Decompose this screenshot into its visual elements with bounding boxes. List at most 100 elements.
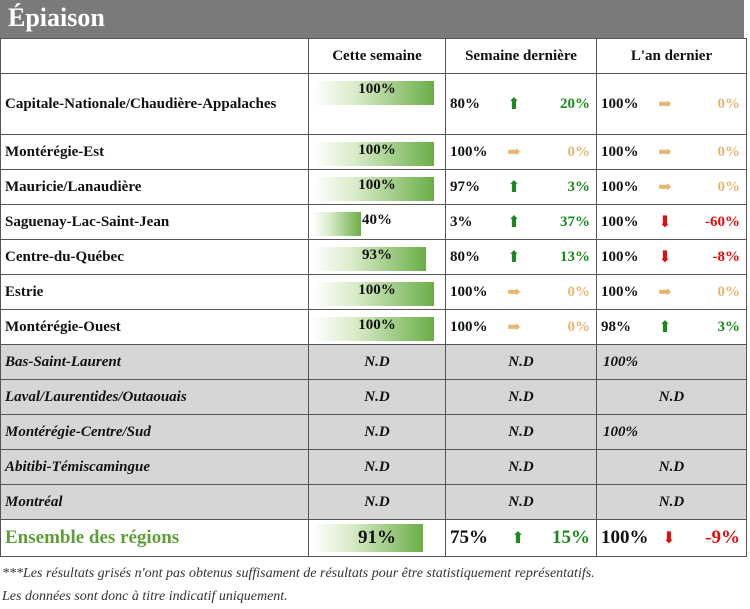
region-name: Montérégie-Ouest xyxy=(0,309,309,345)
region-name: Laval/Laurentides/Outaouais xyxy=(0,379,309,415)
table-row-gray: Laval/Laurentides/Outaouais N.D N.D N.D xyxy=(0,379,747,415)
table-row-gray: Montréal N.D N.D N.D xyxy=(0,484,747,520)
lw-diff: 0% xyxy=(567,318,591,335)
ly-diff: 0% xyxy=(717,95,741,112)
lw-diff: 37% xyxy=(560,213,590,230)
table-row: Saguenay-Lac-Saint-Jean 40% 3% ⬆ 37% 100… xyxy=(0,204,747,240)
arrow-up-icon: ⬆ xyxy=(507,179,521,196)
this-week-cell: 100% xyxy=(308,309,446,345)
region-name: Montérégie-Centre/Sud xyxy=(0,414,309,450)
lw-value: 75% xyxy=(450,527,488,548)
header-last-year: L'an dernier xyxy=(596,38,747,74)
last-year-value: N.D xyxy=(596,449,747,485)
last-week-value: N.D xyxy=(445,414,597,450)
table-row: Montérégie-Ouest 100% 100% ➡ 0% 98% ⬆ 3% xyxy=(0,309,747,345)
header-region xyxy=(0,38,309,74)
arrow-right-icon: ➡ xyxy=(658,96,672,113)
region-name: Capitale-Nationale/Chaudière-Appalaches xyxy=(0,73,309,135)
this-week-value: 40% xyxy=(362,212,392,228)
lw-value: 80% xyxy=(450,95,480,112)
results-table: Cette semaine Semaine dernière L'an dern… xyxy=(0,38,747,557)
arrow-right-icon: ➡ xyxy=(507,284,521,301)
last-week-cell: 80% ⬆ 13% xyxy=(445,239,597,275)
table-row-gray: Abitibi-Témiscamingue N.D N.D N.D xyxy=(0,449,747,485)
arrow-up-icon: ⬆ xyxy=(507,249,521,266)
this-week-cell: 93% xyxy=(308,239,446,275)
this-week-value: 100% xyxy=(358,282,396,298)
ly-value: 100% xyxy=(601,248,639,265)
table-row: Centre-du-Québec 93% 80% ⬆ 13% 100% ⬇ -8… xyxy=(0,239,747,275)
ly-diff: -8% xyxy=(712,248,741,265)
ly-diff: 0% xyxy=(717,178,741,195)
ly-value: 100% xyxy=(601,213,639,230)
arrow-right-icon: ➡ xyxy=(507,319,521,336)
region-name: Bas-Saint-Laurent xyxy=(0,344,309,380)
last-week-value: N.D xyxy=(445,379,597,415)
lw-diff: 15% xyxy=(552,527,590,548)
arrow-down-icon: ⬇ xyxy=(662,530,676,547)
lw-value: 80% xyxy=(450,248,480,265)
this-week-value: 100% xyxy=(358,81,396,97)
progress-bar xyxy=(313,247,426,271)
last-year-cell: 100% ➡ 0% xyxy=(596,274,747,310)
ly-value: 100% xyxy=(601,95,639,112)
progress-bar xyxy=(313,317,434,341)
region-name: Abitibi-Témiscamingue xyxy=(0,449,309,485)
this-week-value: 100% xyxy=(358,177,396,193)
last-year-cell: 100% ➡ 0% xyxy=(596,73,747,135)
table-row-gray: Bas-Saint-Laurent N.D N.D 100% xyxy=(0,344,747,380)
region-name: Saguenay-Lac-Saint-Jean xyxy=(0,204,309,240)
last-week-cell: 3% ⬆ 37% xyxy=(445,204,597,240)
ly-diff: 3% xyxy=(717,318,741,335)
header-this-week: Cette semaine xyxy=(308,38,446,74)
this-week-cell: 100% xyxy=(308,73,446,135)
last-year-value: N.D xyxy=(596,379,747,415)
table-row: Capitale-Nationale/Chaudière-Appalaches … xyxy=(0,73,747,135)
progress-bar xyxy=(313,142,434,166)
lw-value: 100% xyxy=(450,283,488,300)
footnote-line-1: ***Les résultats grisés n'ont pas obtenu… xyxy=(2,566,595,581)
progress-bar xyxy=(313,212,361,236)
arrow-up-icon: ⬆ xyxy=(507,96,521,113)
last-week-cell: 100% ➡ 0% xyxy=(445,309,597,345)
last-week-value: N.D xyxy=(445,449,597,485)
this-week-value: N.D xyxy=(308,379,446,415)
ly-value: 100% xyxy=(601,143,639,160)
last-year-value: 100% xyxy=(596,344,747,380)
lw-value: 3% xyxy=(450,213,473,230)
lw-value: 100% xyxy=(450,143,488,160)
region-name: Montérégie-Est xyxy=(0,134,309,170)
this-week-value: N.D xyxy=(308,344,446,380)
ly-diff: -60% xyxy=(705,213,740,230)
this-week-cell: 91% xyxy=(308,519,446,557)
table-row-gray: Montérégie-Centre/Sud N.D N.D 100% xyxy=(0,414,747,450)
this-week-cell: 100% xyxy=(308,134,446,170)
last-week-cell: 100% ➡ 0% xyxy=(445,274,597,310)
arrow-right-icon: ➡ xyxy=(658,179,672,196)
ly-value: 100% xyxy=(601,527,649,548)
this-week-value: 100% xyxy=(358,142,396,158)
last-year-value: 100% xyxy=(596,414,747,450)
ly-diff: -9% xyxy=(705,527,740,548)
arrow-up-icon: ⬆ xyxy=(658,319,672,336)
total-label: Ensemble des régions xyxy=(0,519,309,557)
this-week-value: 100% xyxy=(358,317,396,333)
this-week-value: 91% xyxy=(358,527,396,548)
table-row: Mauricie/Lanaudière 100% 97% ⬆ 3% 100% ➡… xyxy=(0,169,747,205)
footnote: ***Les résultats grisés n'ont pas obtenu… xyxy=(2,562,595,608)
arrow-down-icon: ⬇ xyxy=(658,214,672,231)
last-week-value: N.D xyxy=(445,484,597,520)
this-week-cell: 40% xyxy=(308,204,446,240)
this-week-value: 93% xyxy=(362,247,392,263)
region-name: Mauricie/Lanaudière xyxy=(0,169,309,205)
arrow-down-icon: ⬇ xyxy=(658,249,672,266)
progress-bar xyxy=(313,81,434,105)
arrow-up-icon: ⬆ xyxy=(507,214,521,231)
last-week-cell: 97% ⬆ 3% xyxy=(445,169,597,205)
last-week-cell: 100% ➡ 0% xyxy=(445,134,597,170)
last-year-cell: 100% ⬇ -9% xyxy=(596,519,747,557)
last-week-cell: 75% ⬆ 15% xyxy=(445,519,597,557)
last-week-value: N.D xyxy=(445,344,597,380)
progress-bar xyxy=(313,524,423,552)
ly-diff: 0% xyxy=(717,143,741,160)
